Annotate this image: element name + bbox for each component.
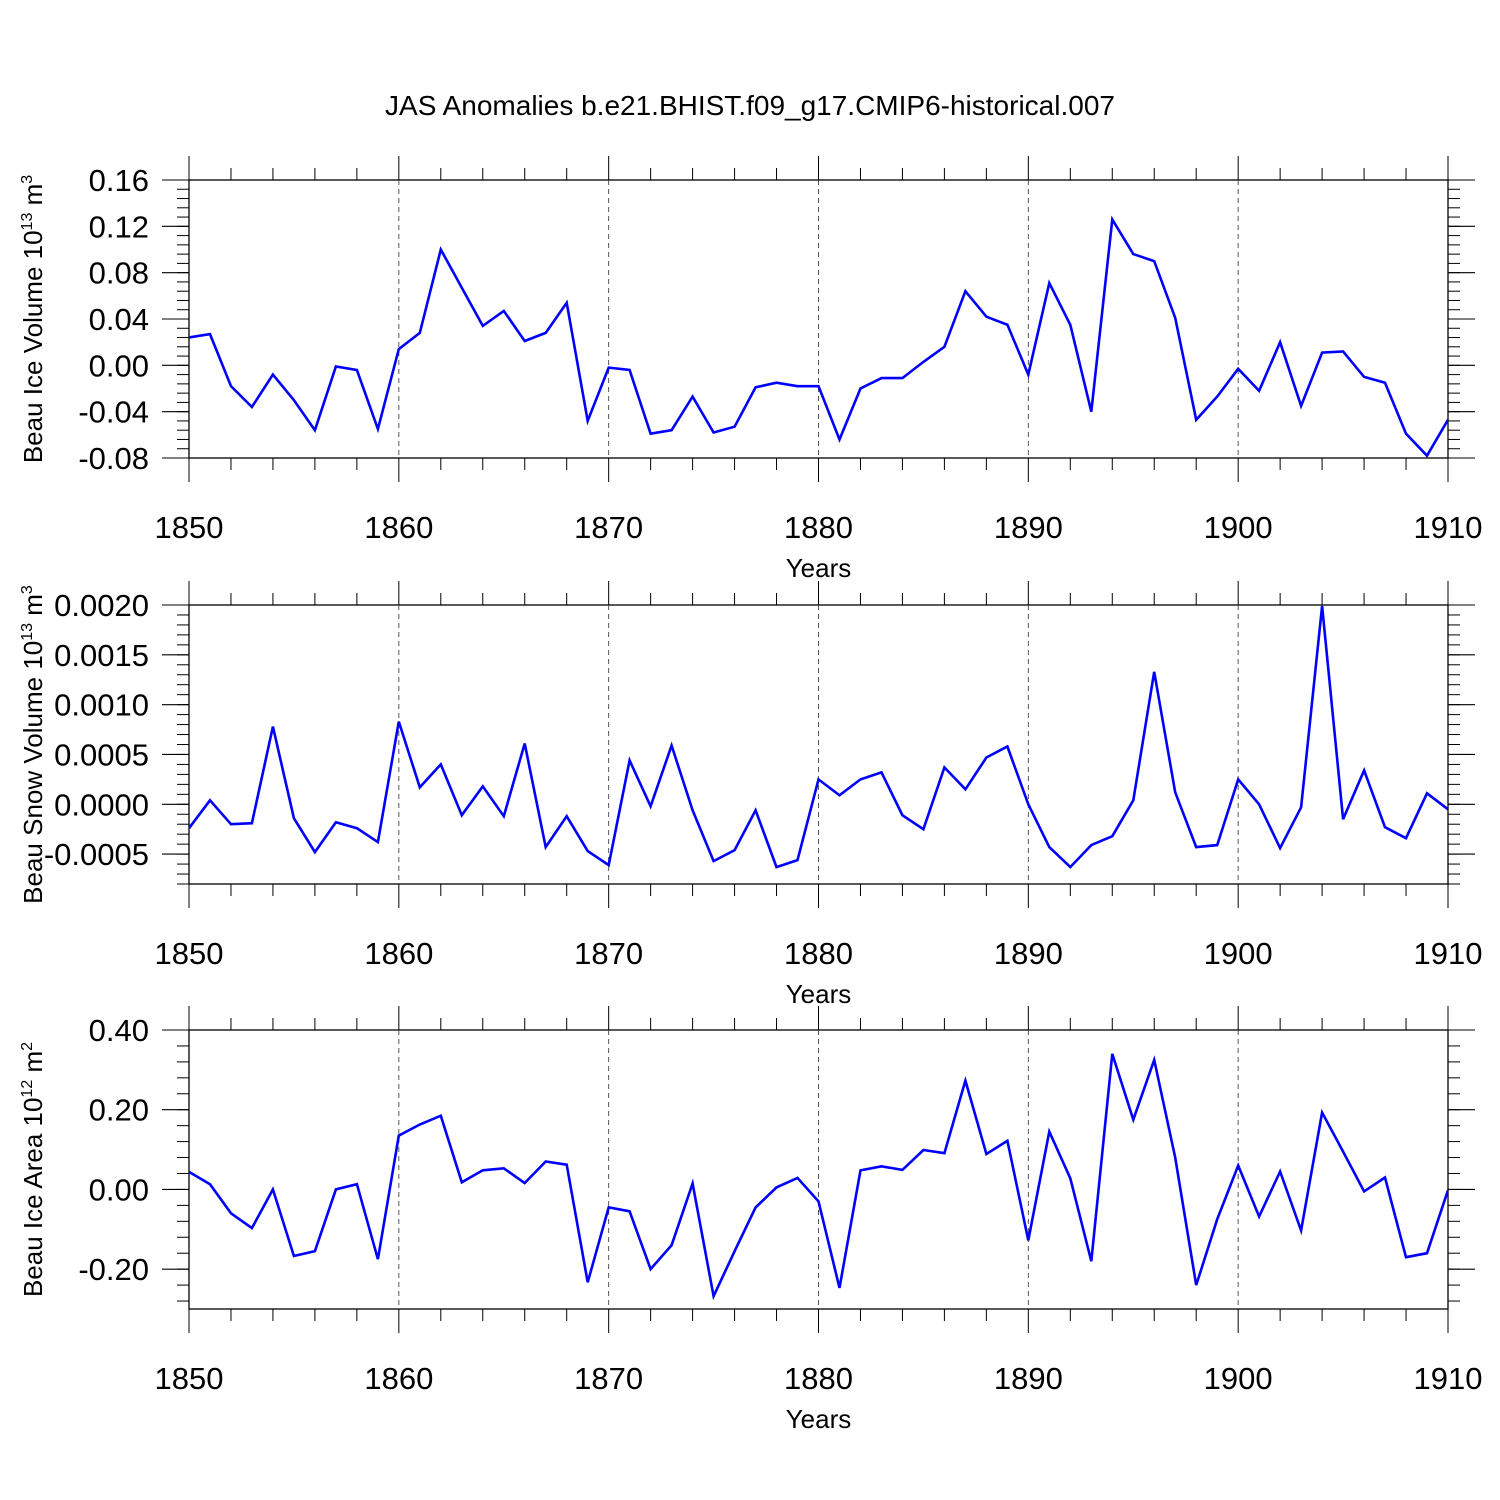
x-tick-label: 1860 [364,1361,433,1396]
x-tick-label: 1890 [994,936,1063,971]
x-tick-label: 1910 [1414,510,1483,545]
x-tick-label: 1890 [994,1361,1063,1396]
figure-title: JAS Anomalies b.e21.BHIST.f09_g17.CMIP6-… [385,90,1115,121]
x-tick-label: 1900 [1204,510,1273,545]
y-tick-label: 0.0015 [54,638,149,673]
y-tick-label: 0.0000 [54,787,149,822]
x-tick-label: 1880 [784,510,853,545]
x-tick-label: 1900 [1204,936,1273,971]
x-axis-title: Years [786,979,852,1009]
panel-1: -0.08 -0.04 0.00 0.04 0.08 0.12 0.16 1850 1860 18… [18,156,1482,583]
x-tick-label: 1890 [994,510,1063,545]
panel-3: -0.20 0.00 0.20 0.40 1850 1860 1870 1880 1890 190… [18,1006,1482,1434]
series-line [189,1053,1448,1301]
y-axis-title: Beau Snow Volume 1013 m3 [18,585,48,904]
y-tick-label: 0.08 [89,256,149,291]
x-axis-title: Years [786,553,852,583]
x-tick-label: 1900 [1204,1361,1273,1396]
y-tick-label: 0.20 [89,1093,149,1128]
y-tick-label: 0.0005 [54,737,149,772]
x-axis-title: Years [786,1404,852,1434]
y-tick-label: -0.20 [78,1252,149,1287]
y-tick-label: -0.0005 [44,837,149,872]
x-tick-label: 1870 [574,936,643,971]
y-axis-title: Beau Ice Volume 1013 m3 [18,175,48,463]
x-tick-label: 1860 [364,510,433,545]
y-tick-label: -0.04 [78,395,149,430]
x-tick-label: 1850 [155,936,224,971]
series-line [189,605,1448,869]
y-axis-title: Beau Ice Area 1012 m2 [18,1042,48,1297]
y-tick-label: 0.00 [89,1172,149,1207]
y-tick-label: 0.0010 [54,688,149,723]
y-tick-label: 0.16 [89,163,149,198]
y-tick-label: 0.40 [89,1013,149,1048]
y-tick-label: -0.08 [78,441,149,476]
panel-2: -0.0005 0.0000 0.0005 0.0010 0.0015 0.0020 185… [18,581,1482,1009]
y-tick-label: 0.0020 [54,588,149,623]
x-tick-label: 1870 [574,1361,643,1396]
x-tick-label: 1850 [155,510,224,545]
x-tick-label: 1870 [574,510,643,545]
x-tick-label: 1850 [155,1361,224,1396]
y-tick-label: 0.04 [89,302,149,337]
x-tick-label: 1860 [364,936,433,971]
x-tick-label: 1880 [784,936,853,971]
x-tick-label: 1910 [1414,936,1483,971]
x-tick-label: 1910 [1414,1361,1483,1396]
y-tick-label: 0.00 [89,348,149,383]
x-tick-label: 1880 [784,1361,853,1396]
series-line [189,215,1448,458]
y-tick-label: 0.12 [89,209,149,244]
